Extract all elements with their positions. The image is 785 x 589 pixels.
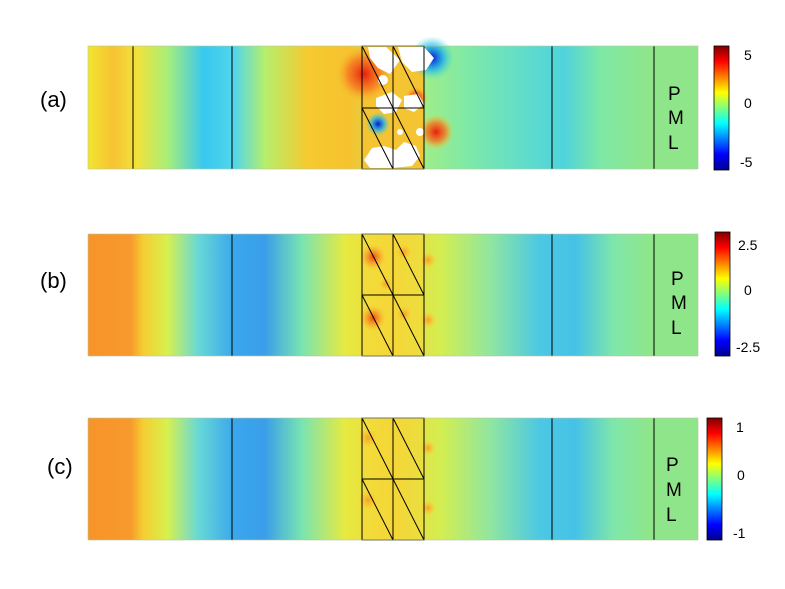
pml-letter: P — [666, 455, 679, 476]
field-hotspot — [357, 489, 379, 511]
saturated-region — [416, 128, 424, 136]
pml-letter: L — [671, 318, 682, 339]
field-hotspot — [378, 276, 394, 292]
colorbar-gradient — [706, 417, 723, 541]
colorbar-min-label: -1 — [733, 525, 746, 541]
panel-label: (c) — [47, 454, 73, 479]
field-plot — [87, 417, 699, 541]
pml-label: P M L — [668, 84, 684, 154]
field-coldspot — [366, 112, 390, 136]
field-hotspot — [419, 311, 437, 329]
plot-frame — [87, 233, 699, 357]
colorbar-mid-label: 0 — [737, 467, 745, 483]
plot-frame — [87, 45, 699, 170]
pml-letter: P — [671, 269, 684, 290]
field-hotspot — [420, 440, 436, 456]
field-hotspot — [395, 243, 413, 261]
pml-letter: M — [666, 480, 682, 501]
panel-label: (a) — [40, 87, 67, 112]
field-hotspot — [359, 243, 387, 271]
colorbar-max-label: 5 — [744, 47, 752, 63]
field-hotspot — [420, 500, 436, 516]
colorbar: 2.5 0 -2.5 — [714, 231, 760, 357]
panel-a: (a) — [40, 36, 753, 171]
pml-letter: L — [668, 133, 679, 154]
panel-c: (c) P M L — [47, 417, 746, 541]
panel-label: (b) — [40, 268, 67, 293]
colorbar-min-label: -2.5 — [736, 339, 760, 355]
field-hotspot — [359, 304, 387, 332]
panel-b: (b) P — [40, 231, 760, 357]
colorbar-max-label: 1 — [736, 419, 744, 435]
colorbar: 5 0 -5 — [713, 45, 753, 171]
pml-letter: M — [668, 108, 684, 129]
field-plot — [87, 36, 699, 170]
colorbar-min-label: -5 — [740, 154, 753, 170]
field-plot — [87, 233, 699, 357]
colorbar-mid-label: 0 — [744, 95, 752, 111]
pml-letter: L — [666, 505, 677, 526]
colorbar-gradient — [713, 45, 730, 171]
field-hotspot — [418, 114, 454, 150]
colorbar-max-label: 2.5 — [738, 237, 758, 253]
colorbar-gradient — [714, 231, 731, 357]
pml-label: P M L — [671, 269, 687, 339]
colorbar-mid-label: 0 — [744, 282, 752, 298]
pml-letter: M — [671, 293, 687, 314]
saturated-region — [364, 142, 420, 168]
field-hotspot — [395, 305, 413, 323]
plot-frame — [87, 417, 699, 541]
saturated-region — [398, 47, 434, 72]
pml-label: P M L — [666, 455, 682, 526]
saturated-region — [368, 47, 400, 74]
pml-letter: P — [668, 84, 681, 105]
saturated-region — [397, 129, 403, 135]
field-hotspot — [419, 251, 437, 269]
colorbar: 1 0 -1 — [706, 417, 746, 541]
